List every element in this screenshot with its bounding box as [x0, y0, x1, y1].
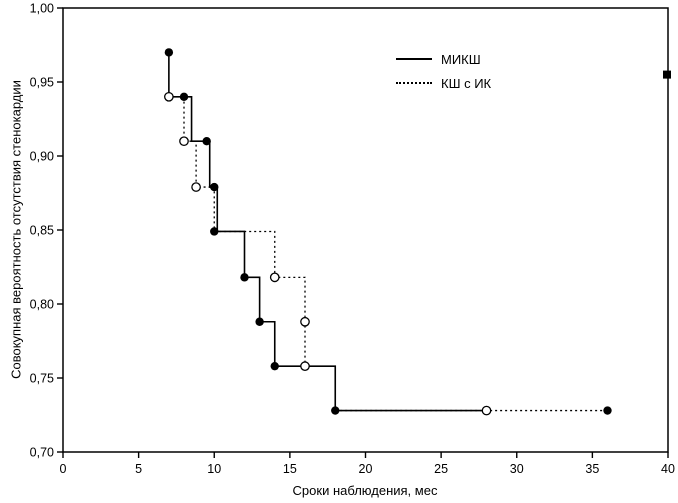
- open-circle-marker: [481, 405, 492, 416]
- y-tick-label: 0,70: [30, 446, 54, 460]
- filled-circle-marker: [603, 406, 612, 415]
- x-tick-label: 15: [283, 462, 297, 476]
- y-tick-label: 0,85: [30, 224, 54, 238]
- open-circle-marker: [269, 272, 280, 283]
- filled-circle-marker: [240, 273, 249, 282]
- solid-line-icon: [396, 58, 432, 60]
- filled-circle-marker: [164, 48, 174, 57]
- legend-entry-kš-s-ik: КШ с ИК: [396, 74, 491, 92]
- series-path-dotted: [168, 96, 608, 412]
- edge-mark: [663, 70, 671, 79]
- y-tick-label: 0,75: [30, 372, 54, 386]
- y-tick-label: 1,00: [30, 2, 54, 16]
- y-tick-label: 0,90: [30, 150, 54, 164]
- dotted-line-icon: [396, 82, 432, 84]
- filled-circle-marker: [210, 227, 219, 236]
- x-tick-label: 5: [135, 462, 142, 476]
- filled-circle-marker: [255, 317, 264, 326]
- x-tick-label: 35: [585, 462, 599, 476]
- filled-circle-marker: [210, 182, 219, 192]
- open-circle-marker: [300, 316, 310, 327]
- x-tick-label: 20: [359, 462, 373, 476]
- legend-label: МИКШ: [441, 51, 481, 67]
- open-circle-marker: [191, 182, 201, 192]
- y-axis-title: Совокупная вероятность отсутствия стенок…: [8, 80, 24, 379]
- legend-entry-mikš: МИКШ: [396, 50, 491, 68]
- open-circle-marker: [179, 136, 189, 147]
- filled-circle-marker: [270, 361, 279, 371]
- filled-circle-marker: [331, 406, 340, 415]
- x-tick-label: 0: [60, 462, 67, 476]
- chart-legend: МИКШ КШ с ИК: [396, 50, 491, 92]
- x-tick-label: 30: [510, 462, 524, 476]
- plot-border: [62, 7, 669, 453]
- filled-circle-marker: [179, 92, 189, 102]
- y-tick-label: 0,80: [30, 298, 54, 312]
- open-circle-marker: [300, 361, 310, 372]
- x-tick-label: 40: [661, 462, 675, 476]
- x-tick-label: 10: [207, 462, 221, 476]
- legend-label: КШ с ИК: [441, 75, 492, 91]
- x-axis-title: Сроки наблюдения, мес: [292, 483, 438, 498]
- x-tick-label: 25: [434, 462, 448, 476]
- y-tick-label: 0,95: [30, 76, 54, 90]
- filled-circle-marker: [202, 137, 211, 146]
- open-circle-marker: [164, 91, 174, 102]
